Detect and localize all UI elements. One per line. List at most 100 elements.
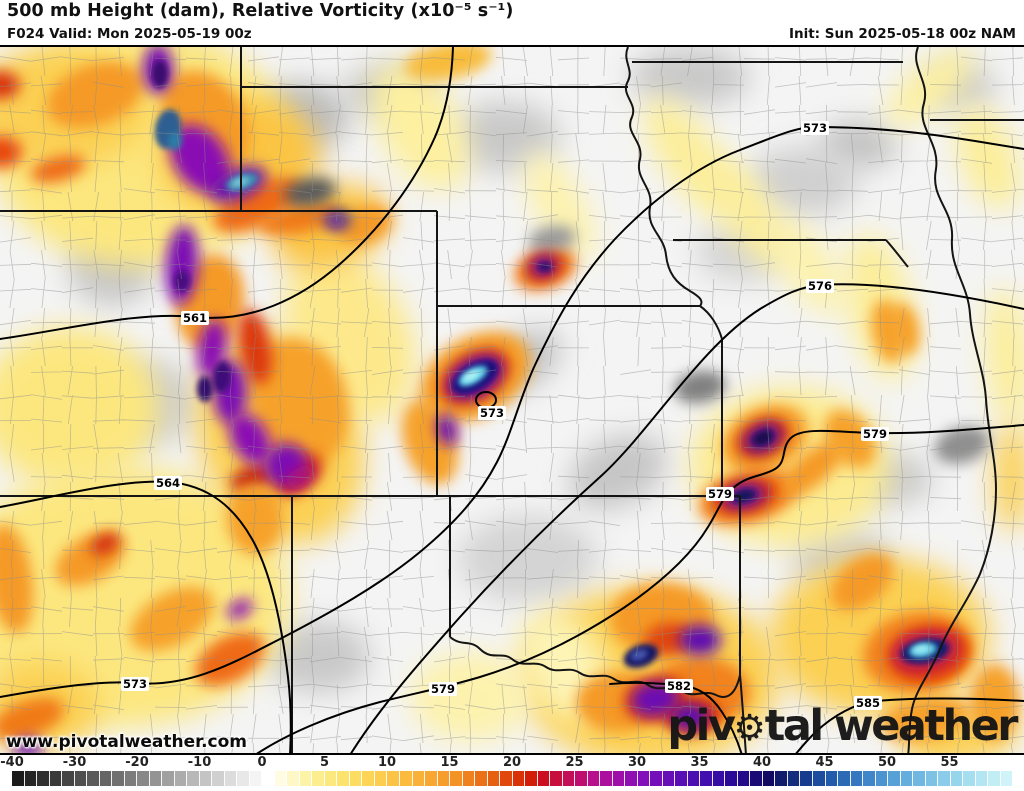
- contour-label: 579: [428, 682, 458, 696]
- colorbar-tick-label: 40: [752, 755, 772, 770]
- colorbar-segment: [850, 771, 864, 786]
- colorbar-segment: [725, 771, 738, 786]
- contour-label: 573: [120, 677, 150, 691]
- colorbar-segment: [612, 771, 626, 786]
- vorticity-blob: [630, 47, 750, 107]
- colorbar-segment: [575, 771, 588, 786]
- vorticity-blob: [169, 124, 231, 194]
- colorbar-segment: [963, 771, 976, 786]
- colorbar-segment: [675, 771, 688, 786]
- colorbar-segment: [137, 771, 150, 786]
- colorbar-segment: [525, 771, 538, 786]
- colorbar-segment: [950, 771, 964, 786]
- vorticity-blob: [630, 649, 648, 661]
- colorbar-segment: [437, 771, 451, 786]
- colorbar-segment: [387, 771, 400, 786]
- vorticity-blob: [165, 225, 199, 305]
- colorbar-segment: [187, 771, 200, 786]
- colorbar-tick-label: 15: [440, 755, 459, 770]
- colorbar-ticks: -40 -30 -20 -10 0 5 10 15 20 25 30 35 40 45 50 55: [0, 755, 1024, 770]
- colorbar-segment: [412, 771, 426, 786]
- vorticity-blob: [13, 738, 43, 753]
- contour-label: 582: [664, 679, 694, 693]
- colorbar-segment: [324, 771, 338, 786]
- colorbar: [12, 771, 1013, 786]
- state-border: [449, 636, 741, 698]
- contour-label: 561: [180, 311, 210, 325]
- colorbar-segment: [737, 771, 751, 786]
- colorbar-segment: [312, 771, 325, 786]
- vorticity-blob: [227, 483, 283, 555]
- vorticity-blob: [168, 132, 182, 150]
- colorbar-segment: [287, 771, 300, 786]
- vorticity-blob: [528, 225, 576, 253]
- colorbar-segment: [362, 771, 375, 786]
- vorticity-blob: [779, 440, 845, 498]
- contour-label: 564: [153, 476, 183, 490]
- colorbar-segment: [662, 771, 676, 786]
- colorbar-segment: [124, 771, 138, 786]
- colorbar-tick-label: -40: [0, 755, 24, 770]
- colorbar-segment: [587, 771, 601, 786]
- colorbar-segment: [838, 771, 851, 786]
- height-contour: [0, 125, 1024, 698]
- colorbar-tick-label: 55: [940, 755, 959, 770]
- vorticity-blob: [679, 625, 721, 655]
- gear-icon: ⚙: [733, 706, 765, 749]
- colorbar-segment: [337, 771, 350, 786]
- vorticity-blob: [212, 361, 232, 393]
- weather-map[interactable]: 561 564 573 573 573 576 579 579 579 582 585 www.pi…: [0, 47, 1024, 755]
- vorticity-blob: [538, 262, 552, 272]
- colorbar-segment: [262, 771, 275, 786]
- vorticity-blob: [913, 645, 929, 653]
- vorticity-blob: [250, 337, 350, 467]
- colorbar-segment: [1000, 771, 1013, 786]
- colorbar-tick-label: 35: [690, 755, 709, 770]
- colorbar-segment: [650, 771, 663, 786]
- colorbar-segment: [900, 771, 914, 786]
- colorbar-segment: [162, 771, 175, 786]
- vorticity-blob: [671, 704, 709, 730]
- colorbar-segment: [813, 771, 826, 786]
- colorbar-segment: [925, 771, 939, 786]
- colorbar-segment: [475, 771, 488, 786]
- vorticity-blob: [890, 303, 920, 355]
- colorbar-tick-label: 50: [877, 755, 897, 770]
- colorbar-segment: [800, 771, 813, 786]
- colorbar-segment: [37, 771, 50, 786]
- colorbar-segment: [450, 771, 463, 786]
- colorbar-segment: [87, 771, 100, 786]
- contour-label: 579: [705, 487, 735, 501]
- colorbar-segment: [938, 771, 951, 786]
- colorbar-segment: [487, 771, 501, 786]
- colorbar-segment: [174, 771, 188, 786]
- contour-label: 576: [805, 279, 835, 293]
- vorticity-blob: [46, 62, 144, 128]
- vorticity-blob: [174, 270, 190, 292]
- vorticity-blob: [337, 205, 393, 245]
- vorticity-blob: [0, 524, 34, 634]
- colorbar-segment: [888, 771, 901, 786]
- colorbar-segment: [512, 771, 526, 786]
- colorbar-segment: [712, 771, 726, 786]
- state-border: [739, 674, 747, 753]
- colorbar-segment: [863, 771, 876, 786]
- colorbar-segment: [500, 771, 513, 786]
- colorbar-segment: [299, 771, 313, 786]
- colorbar-tick-label: -20: [125, 755, 149, 770]
- colorbar-footer: -40 -30 -20 -10 0 5 10 15 20 25 30 35 40 45 50 55: [0, 755, 1024, 791]
- colorbar-segment: [237, 771, 250, 786]
- colorbar-tick-label: 20: [502, 755, 522, 770]
- height-contour: [609, 681, 743, 753]
- state-border: [885, 239, 909, 268]
- colorbar-segment: [425, 771, 438, 786]
- contour-label: 579: [860, 427, 890, 441]
- vorticity-blob: [227, 599, 253, 619]
- colorbar-segment: [762, 771, 776, 786]
- init-time-label: Init: Sun 2025-05-18 00z NAM: [788, 26, 1016, 42]
- colorbar-segment: [274, 771, 288, 786]
- pivotal-weather-logo: piv⚙tal weather: [667, 703, 1018, 751]
- vorticity-blob: [152, 60, 168, 88]
- contour-label: 573: [477, 406, 507, 420]
- valid-time-label: F024 Valid: Mon 2025-05-19 00z: [7, 26, 252, 42]
